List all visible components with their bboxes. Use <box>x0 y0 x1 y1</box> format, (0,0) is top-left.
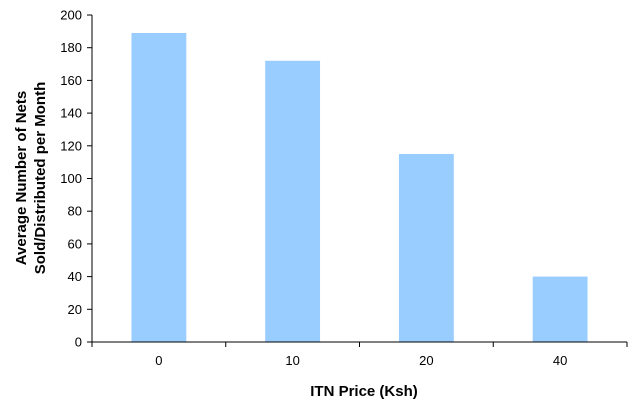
bar-10 <box>265 60 321 342</box>
y-axis-title-line-2: Sold/Distributed per Month <box>32 82 49 275</box>
y-tick-label: 200 <box>60 8 82 23</box>
y-tick-label: 20 <box>68 302 82 317</box>
y-tick-label: 100 <box>60 171 82 186</box>
bar-0 <box>131 32 187 343</box>
y-tick-label: 140 <box>60 106 82 121</box>
bar-20 <box>398 153 454 342</box>
x-tick-label: 40 <box>553 353 567 368</box>
y-tick-label: 60 <box>68 236 82 251</box>
y-tick-label: 160 <box>60 73 82 88</box>
x-tick-label: 10 <box>285 353 299 368</box>
y-axis-title-line-1: Average Number of Nets <box>13 91 30 266</box>
y-tick-label: 80 <box>68 204 82 219</box>
y-tick-label: 120 <box>60 138 82 153</box>
plot-area: 0 20 40 60 80 100 120 140 160 180 200 0 10 20 40 <box>60 8 628 368</box>
y-axis-title: Average Number of Nets Sold/Distributed … <box>13 82 49 275</box>
x-tick-label: 0 <box>155 353 162 368</box>
bar-40 <box>532 276 588 342</box>
y-tick-label: 40 <box>68 269 82 284</box>
y-tick-label: 180 <box>60 40 82 55</box>
x-tick-label: 20 <box>419 353 433 368</box>
x-axis-title: ITN Price (Ksh) <box>310 383 418 400</box>
y-tick-label: 0 <box>75 335 82 350</box>
